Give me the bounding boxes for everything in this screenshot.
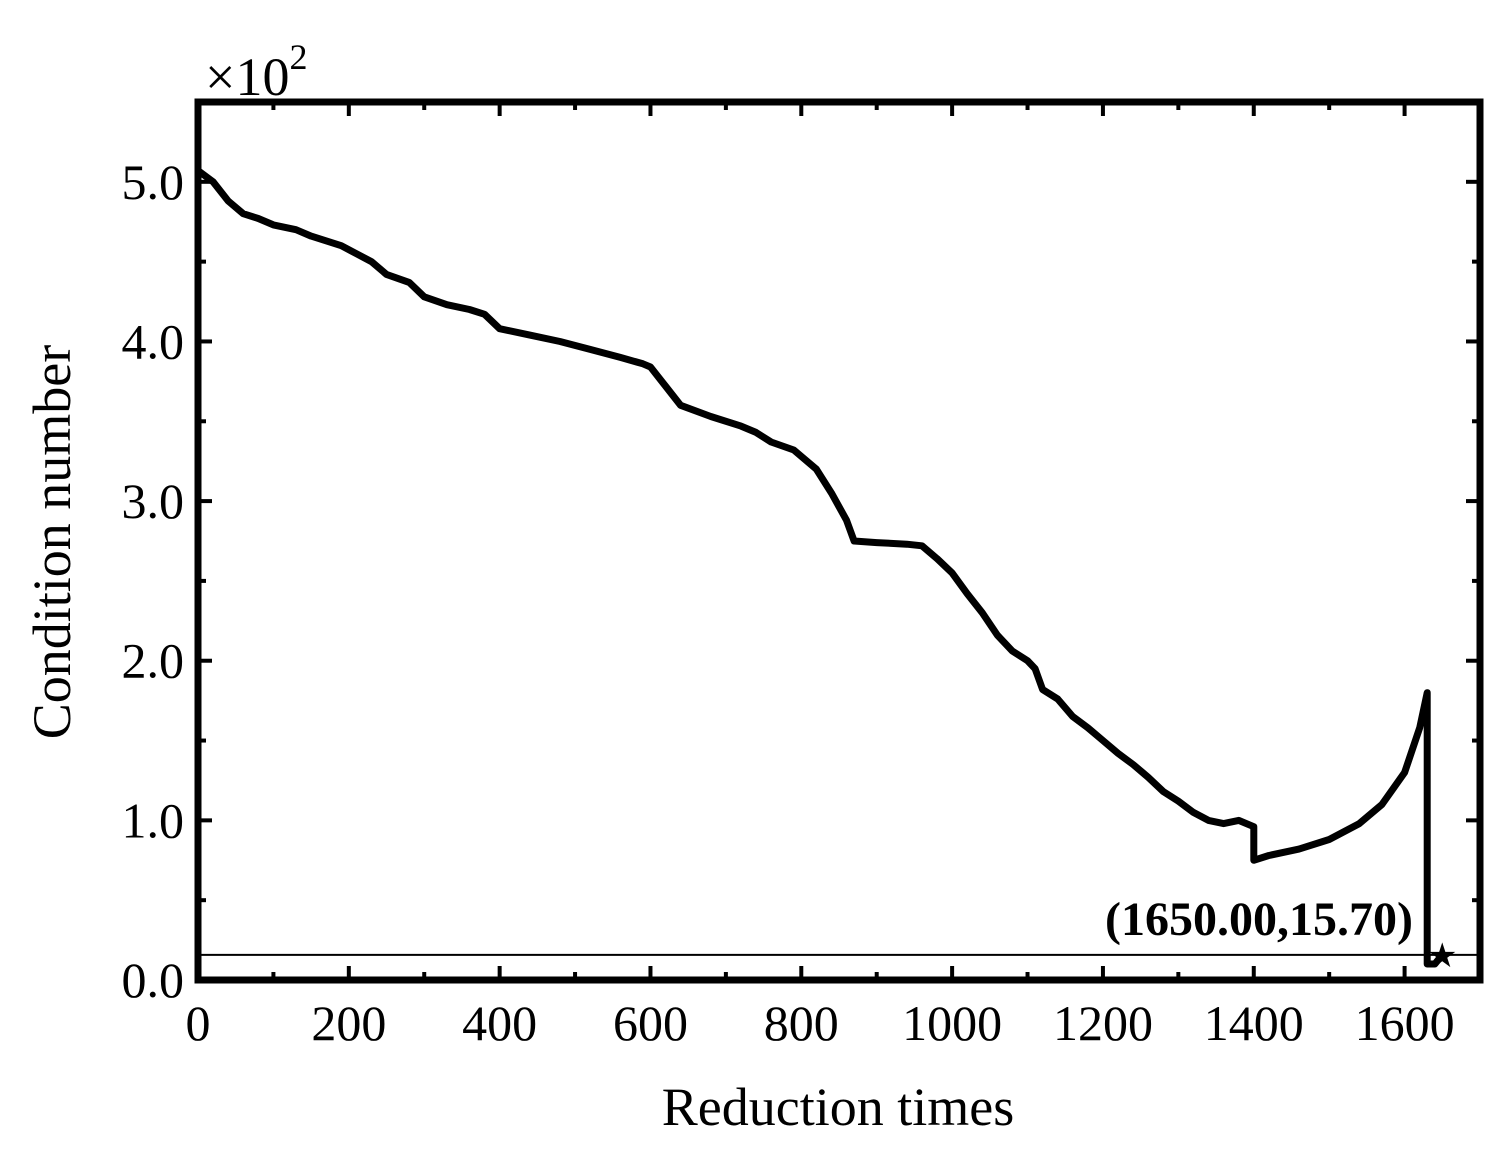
x-axis-title: Reduction times bbox=[662, 1077, 1014, 1137]
y-multiplier-base: ×10 bbox=[205, 47, 289, 107]
y-tick-label: 0.0 bbox=[122, 952, 185, 1008]
x-tick-label: 800 bbox=[764, 995, 839, 1051]
y-tick-label: 1.0 bbox=[122, 792, 185, 848]
x-tick-label: 400 bbox=[462, 995, 537, 1051]
y-multiplier: ×102 bbox=[205, 37, 307, 107]
x-tick-label: 1600 bbox=[1355, 995, 1455, 1051]
series-line bbox=[195, 167, 1446, 968]
x-tick-labels: 0 200 400 600 800 1000 1200 1400 1600 bbox=[186, 995, 1455, 1051]
y-tick-labels: 0.0 1.0 2.0 3.0 4.0 5.0 bbox=[122, 154, 185, 1008]
point-annotation: (1650.00,15.70) bbox=[1105, 893, 1413, 946]
x-tick-label: 1400 bbox=[1204, 995, 1304, 1051]
x-tick-label: 1000 bbox=[902, 995, 1002, 1051]
star-marker: ★ bbox=[1427, 936, 1457, 976]
y-multiplier-exponent: 2 bbox=[289, 37, 307, 77]
y-tick-label: 2.0 bbox=[122, 633, 185, 689]
y-axis-title: Condition number bbox=[22, 345, 82, 739]
x-tick-label: 1200 bbox=[1053, 995, 1153, 1051]
y-tick-label: 5.0 bbox=[122, 154, 185, 210]
x-tick-label: 0 bbox=[186, 995, 211, 1051]
y-tick-label: 4.0 bbox=[122, 313, 185, 369]
x-tick-label: 600 bbox=[613, 995, 688, 1051]
y-tick-label: 3.0 bbox=[122, 473, 185, 529]
x-tick-label: 200 bbox=[311, 995, 386, 1051]
plot-frame bbox=[194, 98, 1484, 984]
